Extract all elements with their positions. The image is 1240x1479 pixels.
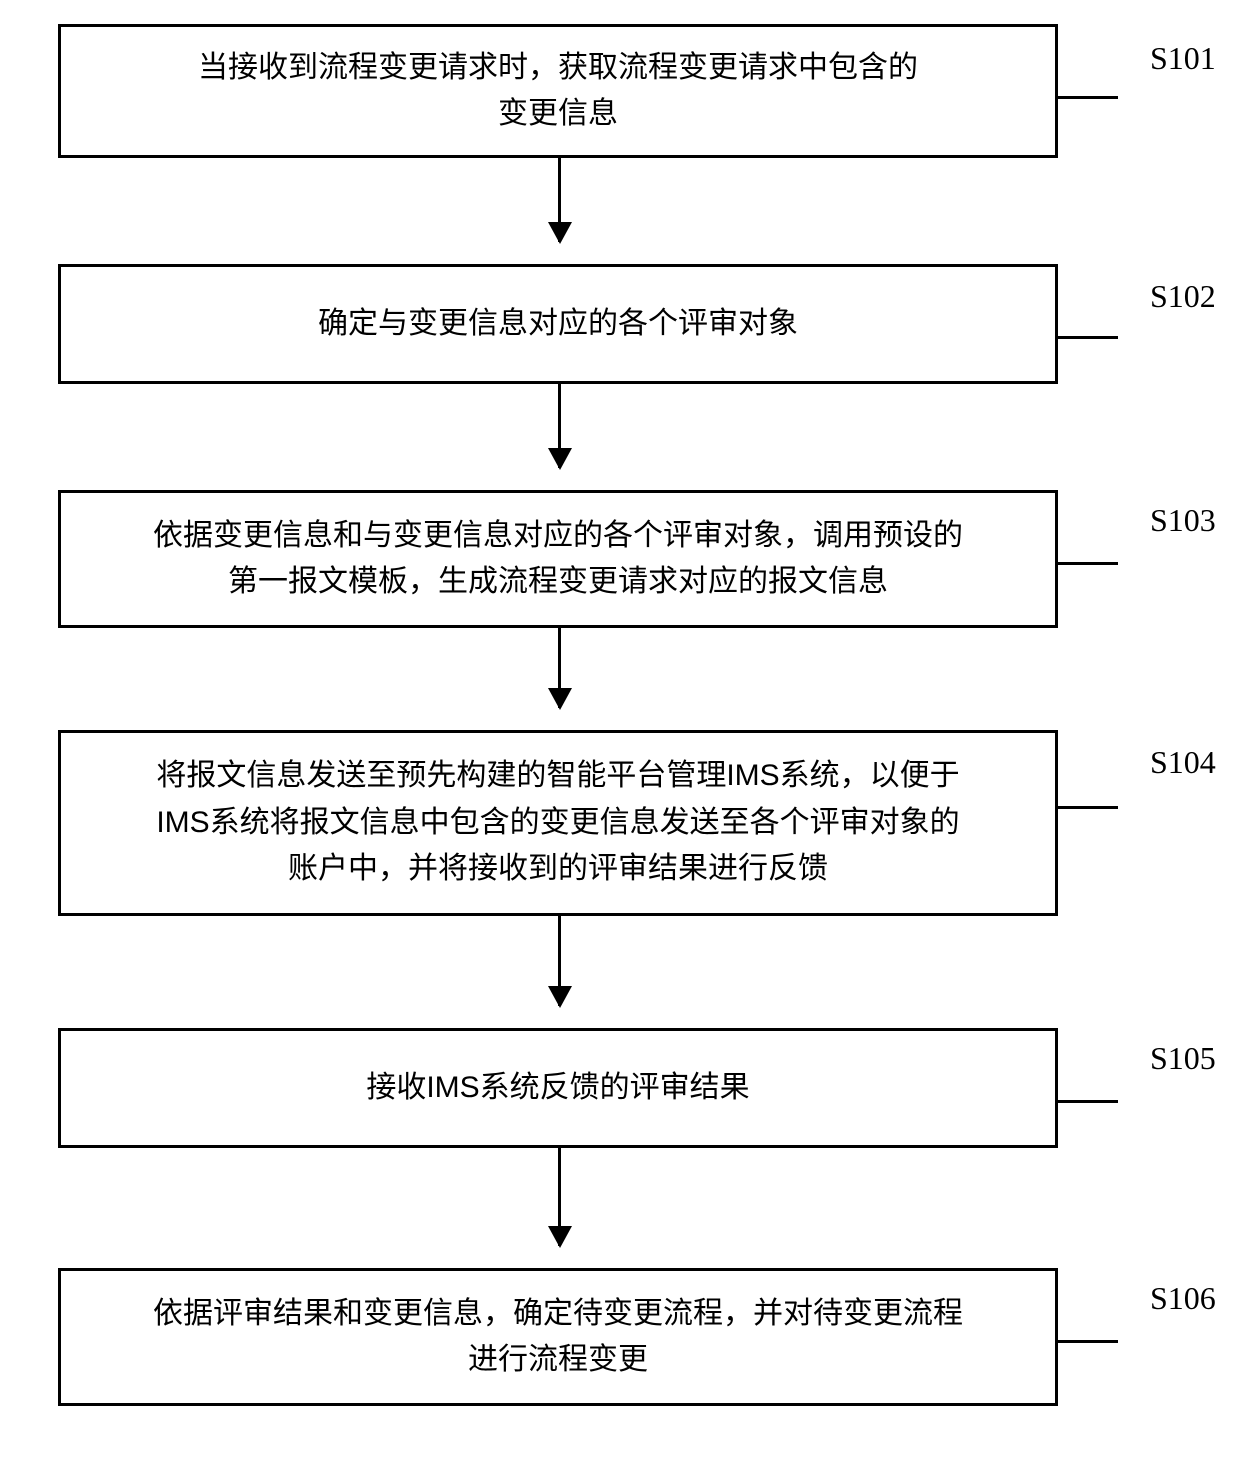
flow-arrow-4 bbox=[558, 916, 561, 1006]
label-connector bbox=[1058, 806, 1118, 809]
step-label-s103: S103 bbox=[1150, 502, 1216, 539]
flow-step-text: 依据评审结果和变更信息，确定待变更流程，并对待变更流程 进行流程变更 bbox=[153, 1291, 963, 1384]
step-label-s102: S102 bbox=[1150, 278, 1216, 315]
flow-arrow-3 bbox=[558, 628, 561, 708]
flow-step-text: 将报文信息发送至预先构建的智能平台管理IMS系统，以便于 IMS系统将报文信息中… bbox=[156, 753, 959, 893]
flow-step-s106: 依据评审结果和变更信息，确定待变更流程，并对待变更流程 进行流程变更 bbox=[58, 1268, 1058, 1406]
step-label-s106: S106 bbox=[1150, 1280, 1216, 1317]
flow-step-s101: 当接收到流程变更请求时，获取流程变更请求中包含的 变更信息 bbox=[58, 24, 1058, 158]
label-connector bbox=[1058, 1100, 1118, 1103]
flow-step-s102: 确定与变更信息对应的各个评审对象 bbox=[58, 264, 1058, 384]
flowchart-container: 当接收到流程变更请求时，获取流程变更请求中包含的 变更信息 S101 确定与变更信息… bbox=[0, 0, 1240, 1479]
flow-step-s105: 接收IMS系统反馈的评审结果 bbox=[58, 1028, 1058, 1148]
flow-arrow-1 bbox=[558, 158, 561, 242]
label-connector bbox=[1058, 1340, 1118, 1343]
step-label-s104: S104 bbox=[1150, 744, 1216, 781]
flow-step-text: 当接收到流程变更请求时，获取流程变更请求中包含的 变更信息 bbox=[198, 45, 918, 138]
flow-step-text: 依据变更信息和与变更信息对应的各个评审对象，调用预设的 第一报文模板，生成流程变… bbox=[153, 513, 963, 606]
flow-step-s103: 依据变更信息和与变更信息对应的各个评审对象，调用预设的 第一报文模板，生成流程变… bbox=[58, 490, 1058, 628]
label-connector bbox=[1058, 96, 1118, 99]
label-connector bbox=[1058, 562, 1118, 565]
flow-arrow-5 bbox=[558, 1148, 561, 1246]
step-label-s101: S101 bbox=[1150, 40, 1216, 77]
flow-arrow-2 bbox=[558, 384, 561, 468]
flow-step-s104: 将报文信息发送至预先构建的智能平台管理IMS系统，以便于 IMS系统将报文信息中… bbox=[58, 730, 1058, 916]
flow-step-text: 确定与变更信息对应的各个评审对象 bbox=[318, 301, 798, 348]
label-connector bbox=[1058, 336, 1118, 339]
step-label-s105: S105 bbox=[1150, 1040, 1216, 1077]
flow-step-text: 接收IMS系统反馈的评审结果 bbox=[366, 1065, 749, 1112]
